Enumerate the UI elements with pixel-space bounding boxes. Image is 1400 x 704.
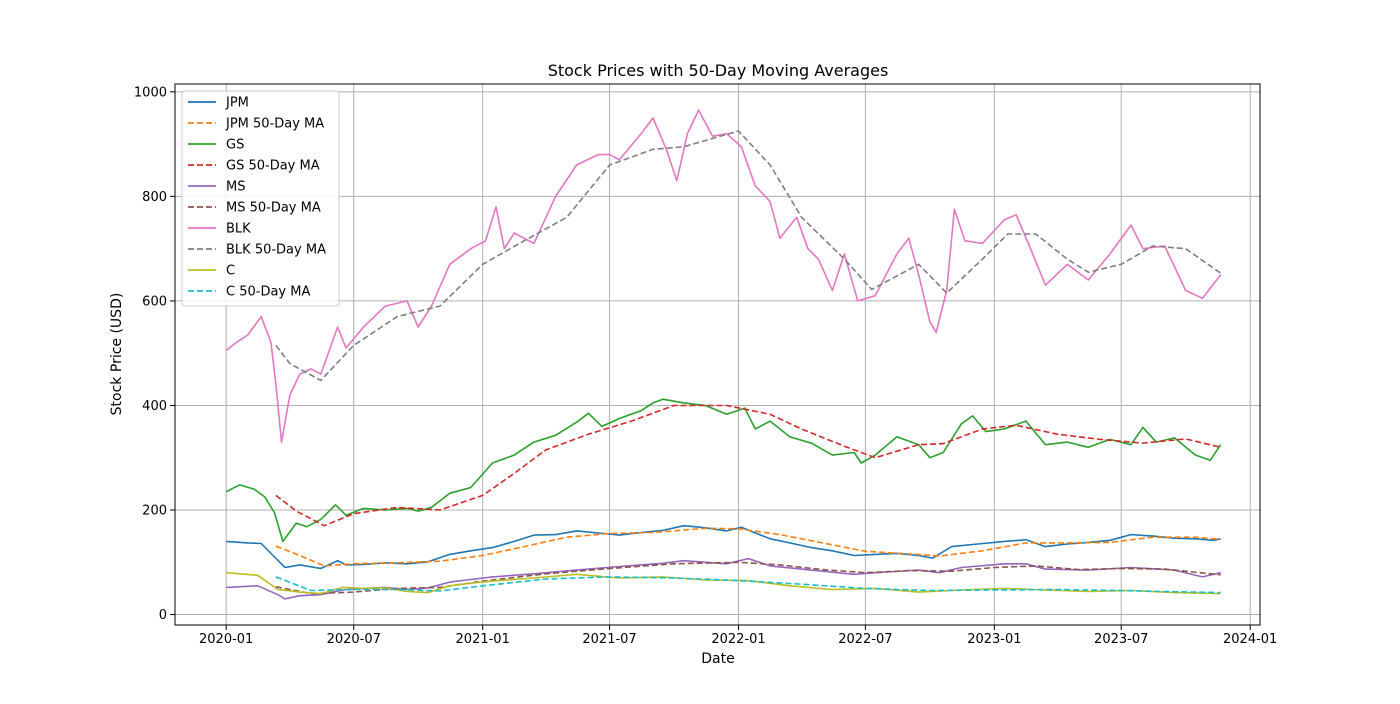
x-axis-label: Date [701, 651, 734, 667]
series-line-3 [275, 404, 1221, 527]
chart-title: Stock Prices with 50-Day Moving Averages [548, 61, 889, 80]
y-axis-ticks: 0 200 400 600 800 1000 [134, 85, 175, 623]
legend-label: MS 50-Day MA [226, 201, 321, 216]
series-line-2 [225, 398, 1222, 543]
y-tick-label: 0 [159, 608, 167, 623]
x-tick-label: 2024-01 [1223, 632, 1277, 647]
legend-label: BLK [226, 222, 251, 237]
legend-label: GS 50-Day MA [226, 159, 320, 174]
plot-area-frame [174, 83, 1261, 626]
x-axis-ticks: 2020-01 2020-07 2021-01 2021-07 2022-01 2022-… [199, 625, 1277, 647]
series-line-4 [226, 557, 1221, 600]
series-line-7 [275, 130, 1222, 382]
x-tick-label: 2020-01 [199, 632, 253, 647]
series-line-1 [275, 527, 1221, 567]
legend-label: GS [226, 138, 244, 153]
legend-label: MS [226, 180, 245, 195]
x-tick-label: 2023-07 [1094, 632, 1148, 647]
x-tick-label: 2022-01 [711, 632, 765, 647]
series-lines [225, 109, 1222, 600]
x-tick-label: 2021-01 [456, 632, 510, 647]
legend-label: BLK 50-Day MA [226, 243, 326, 258]
y-axis-label: Stock Price (USD) [109, 293, 125, 416]
series-line-8 [226, 571, 1221, 595]
x-tick-label: 2023-01 [967, 632, 1021, 647]
x-tick-label: 2021-07 [582, 632, 636, 647]
y-tick-label: 1000 [134, 85, 167, 100]
legend-box [181, 90, 340, 307]
x-tick-label: 2022-07 [838, 632, 892, 647]
y-tick-label: 200 [142, 504, 167, 519]
legend: JPM JPM 50-Day MA GS GS 50-Day MA MS MS 50-Da… [181, 90, 340, 307]
legend-label: C 50-Day MA [226, 285, 310, 300]
legend-label: JPM 50-Day MA [225, 117, 324, 132]
legend-label: C [226, 264, 235, 279]
y-tick-label: 800 [142, 190, 167, 205]
series-line-5 [275, 561, 1221, 595]
y-tick-label: 600 [142, 294, 167, 309]
legend-label: JPM [225, 96, 249, 111]
grid-lines [175, 84, 1260, 625]
series-line-0 [226, 524, 1221, 570]
x-tick-label: 2020-07 [327, 632, 381, 647]
series-line-9 [275, 576, 1221, 594]
series-line-6 [225, 109, 1222, 443]
y-tick-label: 400 [142, 399, 167, 414]
